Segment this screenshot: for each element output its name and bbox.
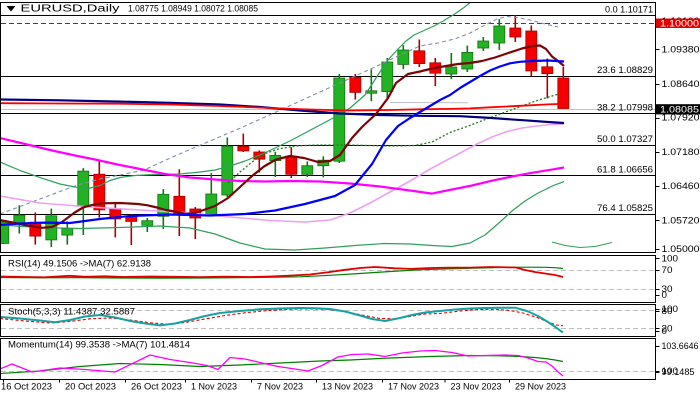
svg-text:1.07920: 1.07920 <box>662 113 700 123</box>
svg-text:1.09380: 1.09380 <box>662 45 700 55</box>
svg-text:1.07180: 1.07180 <box>662 147 700 157</box>
svg-text:0: 0 <box>662 290 668 300</box>
svg-text:Momentum(14) 99.3538 ->MA(7): Momentum(14) 99.3538 ->MA(7) 101.4814 <box>8 340 190 350</box>
svg-text:20: 20 <box>662 324 673 334</box>
svg-text:16 Oct 2023: 16 Oct 2023 <box>1 382 52 392</box>
svg-text:1.05000: 1.05000 <box>662 244 700 254</box>
svg-text:1.08775 1.08949 1.08072 1.0808: 1.08775 1.08949 1.08072 1.08085 <box>128 4 258 14</box>
svg-text:EURUSD,Daily: EURUSD,Daily <box>21 4 120 15</box>
svg-text:0: 0 <box>662 326 668 336</box>
svg-text:70: 70 <box>662 265 673 275</box>
svg-text:38.2 1.07998: 38.2 1.07998 <box>597 103 653 113</box>
svg-text:99.1485: 99.1485 <box>662 367 695 377</box>
svg-text:23.6 1.08829: 23.6 1.08829 <box>597 65 653 75</box>
svg-text:RSI(14) 49.1506 ->MA(7) 62.91: RSI(14) 49.1506 ->MA(7) 62.9138 <box>8 259 151 269</box>
svg-text:80: 80 <box>662 306 673 316</box>
svg-text:23 Nov 2023: 23 Nov 2023 <box>451 382 502 392</box>
svg-text:17 Nov 2023: 17 Nov 2023 <box>388 382 439 392</box>
svg-text:100: 100 <box>662 304 679 314</box>
svg-text:20 Oct 2023: 20 Oct 2023 <box>65 382 116 392</box>
svg-text:1.10000: 1.10000 <box>660 18 699 28</box>
svg-text:76.4 1.05825: 76.4 1.05825 <box>597 203 653 213</box>
svg-text:50.0 1.07327: 50.0 1.07327 <box>597 134 653 144</box>
svg-text:7 Nov 2023: 7 Nov 2023 <box>257 382 303 392</box>
svg-text:61.8 1.06656: 61.8 1.06656 <box>597 164 653 174</box>
svg-text:1 Nov 2023: 1 Nov 2023 <box>191 382 237 392</box>
svg-text:100: 100 <box>662 254 679 264</box>
svg-text:103.6646: 103.6646 <box>662 341 699 351</box>
svg-text:1.08085: 1.08085 <box>660 105 699 115</box>
svg-text:29 Nov 2023: 29 Nov 2023 <box>515 382 566 392</box>
svg-text:Stoch(5,3,3) 11.4387 32.5887: Stoch(5,3,3) 11.4387 32.5887 <box>8 307 135 317</box>
svg-text:1.05720: 1.05720 <box>662 216 700 226</box>
svg-text:1.06460: 1.06460 <box>662 181 700 191</box>
svg-text:30: 30 <box>662 284 673 294</box>
svg-text:26 Oct 2023: 26 Oct 2023 <box>131 382 182 392</box>
svg-text:13 Nov 2023: 13 Nov 2023 <box>322 382 373 392</box>
svg-text:1.08640: 1.08640 <box>662 79 700 89</box>
svg-text:0.0 1.10171: 0.0 1.10171 <box>605 5 653 15</box>
svg-text:100: 100 <box>662 366 679 376</box>
